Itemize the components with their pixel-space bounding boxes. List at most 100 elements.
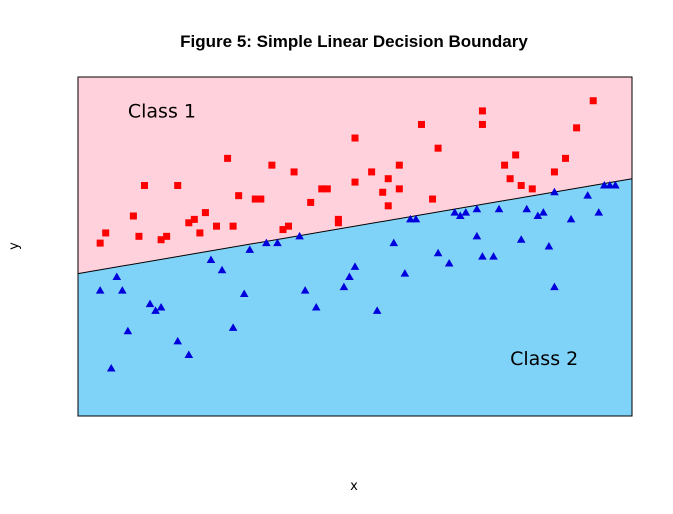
class-2-point-18 bbox=[300, 286, 310, 294]
class-2-point-0 bbox=[95, 286, 105, 294]
class-2-point-32 bbox=[461, 208, 471, 216]
class-1-point-7 bbox=[174, 181, 182, 189]
class-2-point-23 bbox=[372, 306, 382, 314]
class-1-point-15 bbox=[235, 192, 243, 200]
class-1-point-2 bbox=[129, 212, 137, 220]
chart-title: Figure 5: Simple Linear Decision Boundar… bbox=[180, 32, 528, 51]
plot-area: Class 1 Class 2 bbox=[77, 76, 633, 417]
data-points bbox=[95, 97, 620, 372]
class-1-point-23 bbox=[318, 185, 326, 193]
class-1-point-29 bbox=[368, 168, 376, 176]
class-2-point-44 bbox=[550, 187, 559, 196]
class-2-point-31 bbox=[455, 211, 465, 219]
class-1-point-3 bbox=[135, 232, 143, 240]
class-2-point-14 bbox=[245, 245, 255, 253]
class-2-point-22 bbox=[350, 262, 360, 270]
class-2-point-50 bbox=[611, 180, 620, 189]
class-1-point-5 bbox=[157, 236, 165, 244]
class-1-point-21 bbox=[290, 168, 298, 176]
class-1-point-14 bbox=[229, 222, 237, 230]
class-2-point-46 bbox=[583, 191, 592, 199]
class-1-point-41 bbox=[506, 175, 514, 183]
class-2-point-28 bbox=[433, 248, 443, 257]
class-1-point-45 bbox=[550, 168, 558, 176]
class-2-point-16 bbox=[273, 238, 282, 247]
class-1-point-42 bbox=[512, 151, 520, 159]
class-2-point-35 bbox=[478, 252, 487, 260]
class-2-point-3 bbox=[118, 286, 127, 294]
class-2-point-4 bbox=[123, 326, 133, 335]
x-axis-label: x bbox=[350, 479, 358, 494]
class-1-point-4 bbox=[140, 181, 148, 189]
class-1-point-47 bbox=[573, 124, 581, 132]
class-2-region bbox=[78, 178, 632, 416]
class-2-point-25 bbox=[400, 269, 410, 277]
class-1-point-19 bbox=[279, 226, 287, 234]
region-label-class-1: Class 1 bbox=[128, 101, 196, 123]
class-1-point-26 bbox=[334, 215, 342, 223]
class-1-point-13 bbox=[224, 154, 232, 162]
class-1-point-6 bbox=[163, 232, 171, 240]
class-2-point-21 bbox=[345, 272, 354, 281]
class-1-point-33 bbox=[395, 185, 403, 193]
class-2-point-49 bbox=[605, 180, 615, 189]
class-2-point-15 bbox=[262, 238, 271, 247]
class-1-point-30 bbox=[379, 188, 387, 196]
class-1-point-24 bbox=[323, 185, 331, 193]
class-1-point-22 bbox=[307, 198, 315, 206]
y-axis-label: y bbox=[7, 242, 22, 250]
plot-frame bbox=[77, 76, 633, 417]
class-1-point-28 bbox=[351, 134, 359, 142]
class-2-point-9 bbox=[184, 350, 194, 358]
class-1-point-37 bbox=[434, 144, 442, 152]
class-2-point-5 bbox=[145, 299, 155, 308]
class-2-point-26 bbox=[406, 214, 415, 223]
class-2-point-10 bbox=[206, 255, 216, 264]
class-1-point-27 bbox=[351, 178, 359, 186]
class-2-point-30 bbox=[450, 208, 460, 216]
class-2-point-33 bbox=[472, 231, 482, 240]
class-1-point-17 bbox=[257, 195, 265, 203]
class-2-point-2 bbox=[112, 272, 122, 281]
class-2-point-29 bbox=[444, 258, 454, 267]
class-2-point-37 bbox=[494, 204, 504, 213]
class-1-point-1 bbox=[102, 229, 110, 237]
class-2-point-17 bbox=[295, 231, 304, 240]
class-1-point-10 bbox=[196, 229, 204, 237]
class-1-point-32 bbox=[384, 202, 392, 210]
class-1-point-11 bbox=[201, 209, 209, 217]
class-2-point-48 bbox=[600, 180, 609, 189]
class-1-point-34 bbox=[395, 161, 403, 169]
class-2-point-45 bbox=[566, 214, 576, 223]
region-label-class-2: Class 2 bbox=[510, 348, 578, 370]
class-2-point-11 bbox=[217, 265, 227, 274]
class-2-point-47 bbox=[594, 208, 604, 216]
class-2-point-39 bbox=[522, 204, 532, 213]
class-1-point-12 bbox=[213, 222, 220, 230]
class-2-point-43 bbox=[550, 282, 559, 291]
class-2-point-27 bbox=[411, 214, 421, 223]
class-2-point-24 bbox=[389, 238, 399, 247]
class-2-point-42 bbox=[544, 242, 554, 250]
class-2-point-8 bbox=[173, 336, 183, 345]
class-2-point-13 bbox=[239, 289, 249, 297]
class-1-point-44 bbox=[528, 185, 536, 193]
class-1-point-9 bbox=[190, 215, 198, 223]
class-2-point-20 bbox=[339, 282, 349, 291]
class-2-point-12 bbox=[228, 323, 238, 331]
class-1-point-40 bbox=[501, 161, 509, 169]
class-2-point-41 bbox=[539, 208, 548, 216]
class-2-point-7 bbox=[156, 303, 166, 311]
class-1-point-38 bbox=[478, 120, 486, 128]
class-1-point-46 bbox=[562, 154, 570, 162]
class-2-point-6 bbox=[151, 306, 160, 314]
class-2-point-36 bbox=[489, 252, 498, 260]
decision-boundary-line bbox=[77, 178, 633, 275]
class-1-point-20 bbox=[285, 222, 293, 230]
class-2-point-1 bbox=[106, 364, 116, 372]
class-1-point-16 bbox=[251, 195, 259, 203]
class-2-point-34 bbox=[472, 204, 482, 213]
class-2-point-40 bbox=[533, 211, 543, 219]
class-1-point-31 bbox=[384, 175, 392, 183]
